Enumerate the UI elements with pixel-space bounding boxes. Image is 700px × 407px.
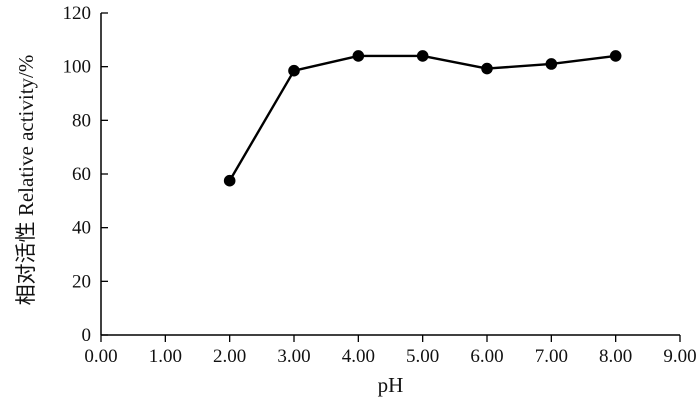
y-tick-label: 0: [82, 325, 92, 346]
y-axis-title: 相对活性 Relative activity/%: [14, 55, 38, 306]
x-tick-label: 0.00: [84, 346, 117, 367]
series-line: [228, 54, 616, 182]
y-ticks: 0 20 40 60 80 100 120: [63, 3, 108, 346]
x-axis-title: pH: [378, 373, 404, 397]
y-tick-label: 40: [72, 218, 91, 239]
data-point: [223, 174, 236, 187]
data-point: [545, 58, 558, 70]
data-point: [609, 50, 622, 62]
y-tick-label: 100: [63, 57, 92, 78]
data-point: [481, 62, 493, 75]
axes: [100, 13, 680, 336]
y-tick-label: 20: [72, 271, 91, 292]
x-tick-label: 9.00: [663, 346, 696, 367]
y-tick-label: 80: [72, 110, 91, 131]
data-point: [416, 50, 429, 62]
x-tick-label: 6.00: [470, 346, 503, 367]
x-tick-label: 7.00: [535, 346, 568, 367]
x-ticks: 0.00 1.00 2.00 3.00 4.00 5.00 6.00 7.00 8.00 9.00: [84, 335, 697, 367]
data-point: [288, 64, 300, 77]
x-tick-label: 5.00: [406, 346, 439, 367]
x-tick-label: 1.00: [149, 346, 182, 367]
x-tick-label: 4.00: [342, 346, 375, 367]
data-point: [352, 50, 365, 62]
y-tick-label: 60: [72, 164, 91, 185]
y-tick-label: 120: [63, 3, 92, 24]
x-tick-label: 8.00: [599, 346, 632, 367]
x-tick-label: 2.00: [213, 346, 246, 367]
series-layer: [223, 50, 622, 187]
x-tick-label: 3.00: [277, 346, 310, 367]
